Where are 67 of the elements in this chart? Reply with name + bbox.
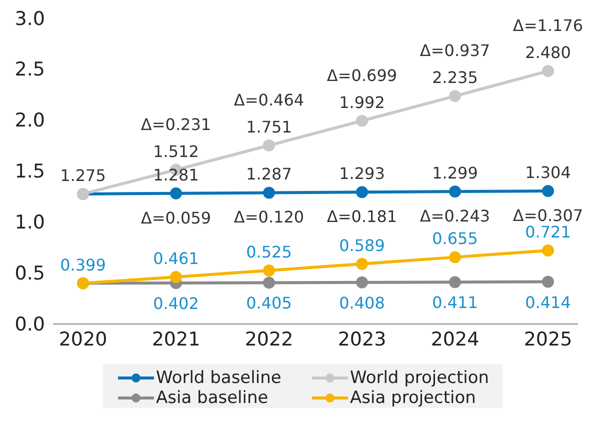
x-tick-label: 2023 — [338, 328, 386, 350]
data-label: 2.480 — [525, 43, 571, 62]
y-tick-label: 0.5 — [14, 262, 45, 285]
data-label: 0.655 — [432, 229, 478, 248]
legend-label: Asia projection — [350, 388, 476, 408]
annotation: Δ=1.176 — [512, 16, 584, 36]
annotation: Δ=0.059 — [140, 208, 212, 228]
data-label: 0.589 — [339, 236, 385, 255]
y-tick-label: 3.0 — [14, 8, 45, 30]
point — [449, 276, 461, 288]
point — [356, 276, 368, 288]
data-label: 0.408 — [339, 293, 385, 312]
data-label: 0.399 — [60, 255, 106, 274]
data-label: 0.525 — [246, 242, 292, 262]
data-label: 1.275 — [60, 166, 106, 185]
point — [542, 276, 554, 288]
data-label: 0.411 — [432, 293, 478, 312]
data-label: 1.304 — [525, 162, 571, 182]
point — [542, 244, 554, 256]
data-label: 0.721 — [525, 222, 571, 242]
data-label: 1.293 — [339, 164, 385, 184]
x-tick-label: 2025 — [524, 328, 572, 350]
data-label: 1.512 — [153, 142, 199, 161]
data-label: 1.992 — [339, 92, 385, 112]
legend-label: Asia baseline — [156, 388, 268, 408]
annotation: Δ=0.181 — [326, 207, 398, 226]
point — [170, 187, 182, 200]
point — [263, 186, 275, 199]
data-label: 1.299 — [432, 164, 478, 182]
x-tick-label: 2020 — [58, 328, 108, 350]
legend-label: World baseline — [156, 368, 282, 388]
y-tick-label: 2.0 — [14, 110, 45, 132]
point — [449, 251, 461, 264]
point — [170, 270, 182, 283]
annotation: Δ=0.243 — [420, 206, 490, 226]
legend-label: World projection — [350, 368, 490, 388]
point — [356, 258, 368, 270]
point — [263, 139, 275, 152]
annotation: Δ=0.937 — [420, 41, 490, 60]
annotation: Δ=0.231 — [140, 114, 212, 134]
point — [542, 184, 554, 197]
data-label: 0.461 — [153, 248, 199, 268]
x-tick-label: 2021 — [152, 328, 200, 350]
data-label: 1.281 — [153, 165, 199, 184]
point — [263, 264, 275, 276]
data-label: 1.287 — [246, 164, 292, 184]
y-tick-label: 2.5 — [14, 58, 45, 81]
annotation: Δ=0.699 — [326, 66, 398, 85]
data-label: 0.402 — [153, 294, 199, 313]
data-label: 1.751 — [246, 117, 292, 136]
annotation: Δ=0.464 — [234, 90, 304, 110]
annotation: Δ=0.120 — [234, 208, 304, 227]
point — [449, 186, 461, 198]
x-tick-label: 2024 — [430, 328, 480, 350]
y-tick-label: 0.0 — [14, 314, 45, 336]
point — [263, 276, 275, 289]
data-label: 2.235 — [432, 68, 478, 88]
point — [449, 90, 461, 102]
y-tick-label: 1.5 — [14, 160, 45, 183]
data-label: 0.405 — [246, 294, 292, 313]
point — [356, 186, 368, 198]
point — [356, 114, 368, 127]
x-tick-label: 2022 — [244, 328, 294, 350]
point — [542, 65, 554, 78]
y-tick-label: 1.0 — [14, 212, 45, 234]
data-label: 0.414 — [525, 292, 571, 312]
annotation: Δ=0.307 — [512, 206, 584, 225]
